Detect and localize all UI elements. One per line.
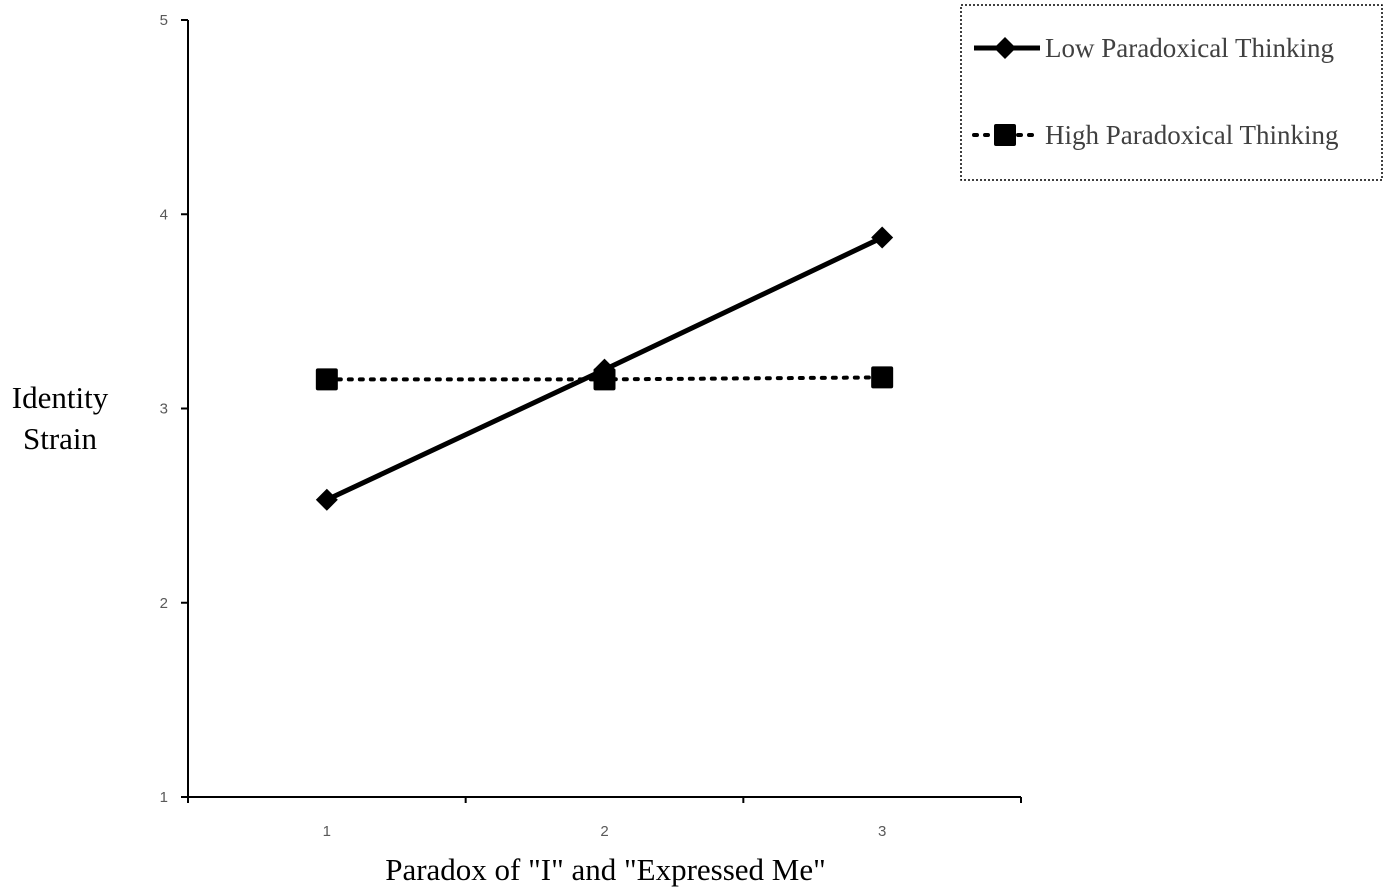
legend: Low Paradoxical Thinking High Paradoxica… [960,4,1383,181]
x-tick-label: 2 [600,823,608,840]
x-axis-title: Paradox of "I" and "Expressed Me" [385,852,826,887]
y-tick-label: 3 [160,401,168,418]
x-tick-label: 1 [323,823,331,840]
y-tick-label: 2 [160,595,168,612]
y-tick-label: 4 [160,206,168,223]
y-tick-label: 5 [160,12,168,29]
plot-area: 1 2 3 4 5 1 2 3 [160,12,1022,840]
y-axis-title-line-1: Identity [12,380,109,415]
series-layer [315,226,894,511]
data-point-diamond [871,226,894,249]
data-point-diamond [315,488,338,511]
legend-label-low: Low Paradoxical Thinking [1045,33,1334,63]
legend-marker-diamond [994,37,1016,59]
legend-item-high-paradoxical-thinking: High Paradoxical Thinking [972,120,1338,150]
y-tick-label: 1 [160,789,168,806]
legend-box [960,4,1383,181]
x-tick-label: 3 [878,823,886,840]
legend-marker-square [994,124,1016,146]
data-point-square [315,368,338,391]
y-ticks: 1 2 3 4 5 [160,12,188,806]
data-point-square [593,368,616,391]
legend-item-low-paradoxical-thinking: Low Paradoxical Thinking [974,33,1334,63]
legend-label-high: High Paradoxical Thinking [1045,120,1338,150]
x-ticks: 1 2 3 [187,797,1022,840]
y-axis-title-line-2: Strain [23,421,98,456]
data-point-square [871,366,894,389]
